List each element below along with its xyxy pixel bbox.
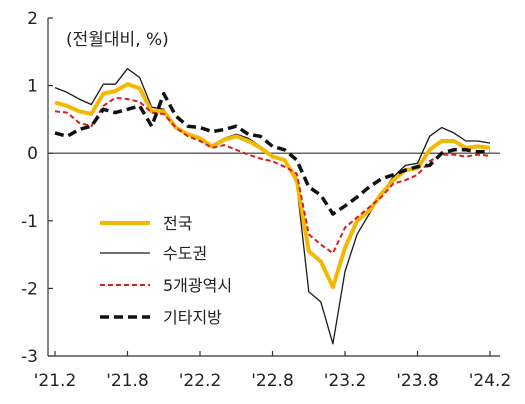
x-tick-label: '21.8: [106, 371, 149, 391]
y-tick-label: 0: [27, 144, 38, 164]
unit-label: (전월대비, %): [66, 30, 169, 50]
y-tick-label: -3: [21, 347, 38, 367]
x-tick-label: '23.8: [396, 371, 439, 391]
series-line-2: [54, 96, 491, 255]
series-layer: [54, 68, 491, 345]
y-tick-label: 1: [27, 77, 38, 97]
legend-label-3: 기타지방: [163, 308, 222, 327]
x-tick-label: '22.2: [179, 371, 222, 391]
y-tick-label: 2: [27, 9, 38, 29]
legend-label-0: 전국: [163, 214, 192, 233]
axes-layer: 2 1 0 -1 -2 -3 '21.2 '21.8 '22.2 '22.8 '23.2 '23.8 '…: [21, 9, 511, 391]
y-tick-label: -1: [21, 212, 38, 232]
legend-label-2: 5개광역시: [163, 276, 232, 295]
x-tick-label: '22.8: [251, 371, 294, 391]
x-tick-label: '23.2: [324, 371, 367, 391]
x-tick-label: '24.2: [469, 371, 512, 391]
legend-label-1: 수도권: [163, 244, 207, 263]
x-tick-label: '21.2: [34, 371, 77, 391]
y-tick-label: -2: [21, 279, 38, 299]
series-line-3: [54, 91, 490, 216]
series-line-0: [54, 82, 491, 289]
